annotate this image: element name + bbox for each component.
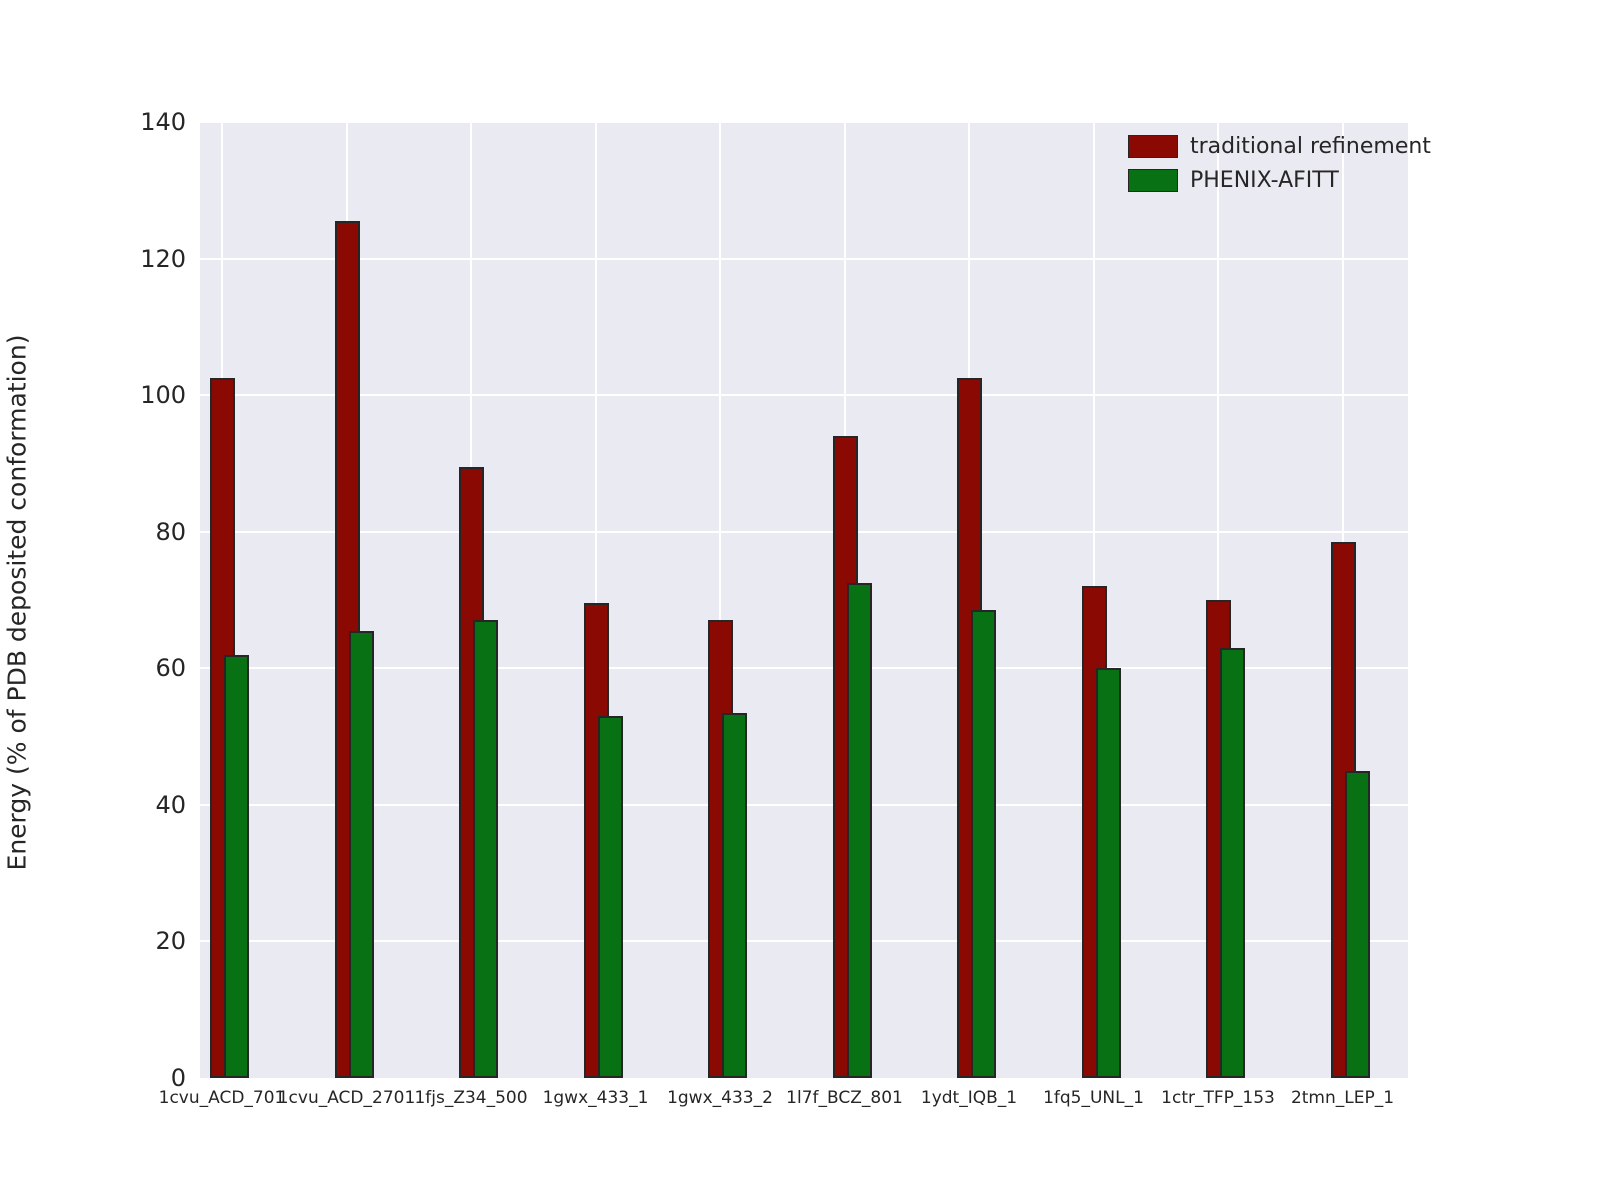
gridline-horizontal bbox=[200, 257, 1408, 260]
x-tick-label: 1cvu_ACD_701 bbox=[158, 1088, 286, 1108]
gridline-horizontal bbox=[200, 530, 1408, 533]
x-tick-label: 1l7f_BCZ_801 bbox=[786, 1088, 903, 1108]
x-tick-label: 1ctr_TFP_153 bbox=[1161, 1088, 1275, 1108]
legend: traditional refinement PHENIX-AFITT bbox=[1128, 134, 1431, 193]
y-tick-label: 60 bbox=[155, 654, 186, 683]
legend-row: PHENIX-AFITT bbox=[1128, 168, 1431, 193]
bar-phenix-afitt-1cvu_ACD_701 bbox=[224, 654, 249, 1078]
gridline-vertical bbox=[719, 122, 721, 1078]
legend-swatch-phenix-afitt bbox=[1128, 169, 1178, 192]
bar-phenix-afitt-1fjs_Z34_500 bbox=[473, 620, 498, 1078]
y-tick-label: 100 bbox=[140, 381, 186, 410]
bar-phenix-afitt-2tmn_LEP_1 bbox=[1344, 770, 1370, 1078]
bar-phenix-afitt-1gwx_433_2 bbox=[722, 712, 747, 1078]
bar-phenix-afitt-1fq5_UNL_1 bbox=[1095, 668, 1121, 1078]
bar-phenix-afitt-1ctr_TFP_153 bbox=[1220, 647, 1245, 1078]
bar-phenix-afitt-1ydt_IQB_1 bbox=[971, 610, 996, 1078]
plot-area bbox=[200, 121, 1408, 1078]
gridline-horizontal bbox=[200, 667, 1408, 670]
bar-phenix-afitt-1gwx_433_1 bbox=[597, 716, 623, 1078]
x-tick-label: 1fjs_Z34_500 bbox=[414, 1088, 528, 1108]
gridline-horizontal bbox=[200, 394, 1408, 397]
legend-label: traditional refinement bbox=[1190, 134, 1431, 159]
y-tick-label: 20 bbox=[155, 927, 186, 956]
x-tick-label: 1ydt_IQB_1 bbox=[920, 1088, 1018, 1108]
gridline-horizontal bbox=[200, 803, 1408, 806]
x-tick-label: 1gwx_433_2 bbox=[667, 1088, 773, 1108]
x-tick-label: 1fq5_UNL_1 bbox=[1043, 1088, 1144, 1108]
y-axis-label: Energy (% of PDB deposited conformation) bbox=[2, 334, 32, 871]
y-tick-label: 80 bbox=[155, 517, 186, 546]
legend-label: PHENIX-AFITT bbox=[1190, 168, 1339, 193]
y-tick-label: 120 bbox=[140, 244, 186, 273]
y-tick-label: 140 bbox=[140, 108, 186, 136]
gridline-horizontal bbox=[200, 940, 1408, 943]
bar-phenix-afitt-1cvu_ACD_2701 bbox=[348, 630, 374, 1078]
legend-swatch-traditional-refinement bbox=[1128, 135, 1178, 158]
gridline-horizontal bbox=[200, 121, 1408, 123]
x-tick-label: 2tmn_LEP_1 bbox=[1290, 1088, 1395, 1108]
legend-row: traditional refinement bbox=[1128, 134, 1431, 159]
x-tick-label: 1gwx_433_1 bbox=[542, 1088, 649, 1108]
x-tick-label: 1cvu_ACD_2701 bbox=[277, 1088, 416, 1108]
y-tick-label: 0 bbox=[170, 1064, 186, 1092]
gridline-vertical bbox=[594, 122, 597, 1078]
bar-phenix-afitt-1l7f_BCZ_801 bbox=[846, 582, 872, 1078]
y-tick-label: 40 bbox=[155, 790, 186, 819]
